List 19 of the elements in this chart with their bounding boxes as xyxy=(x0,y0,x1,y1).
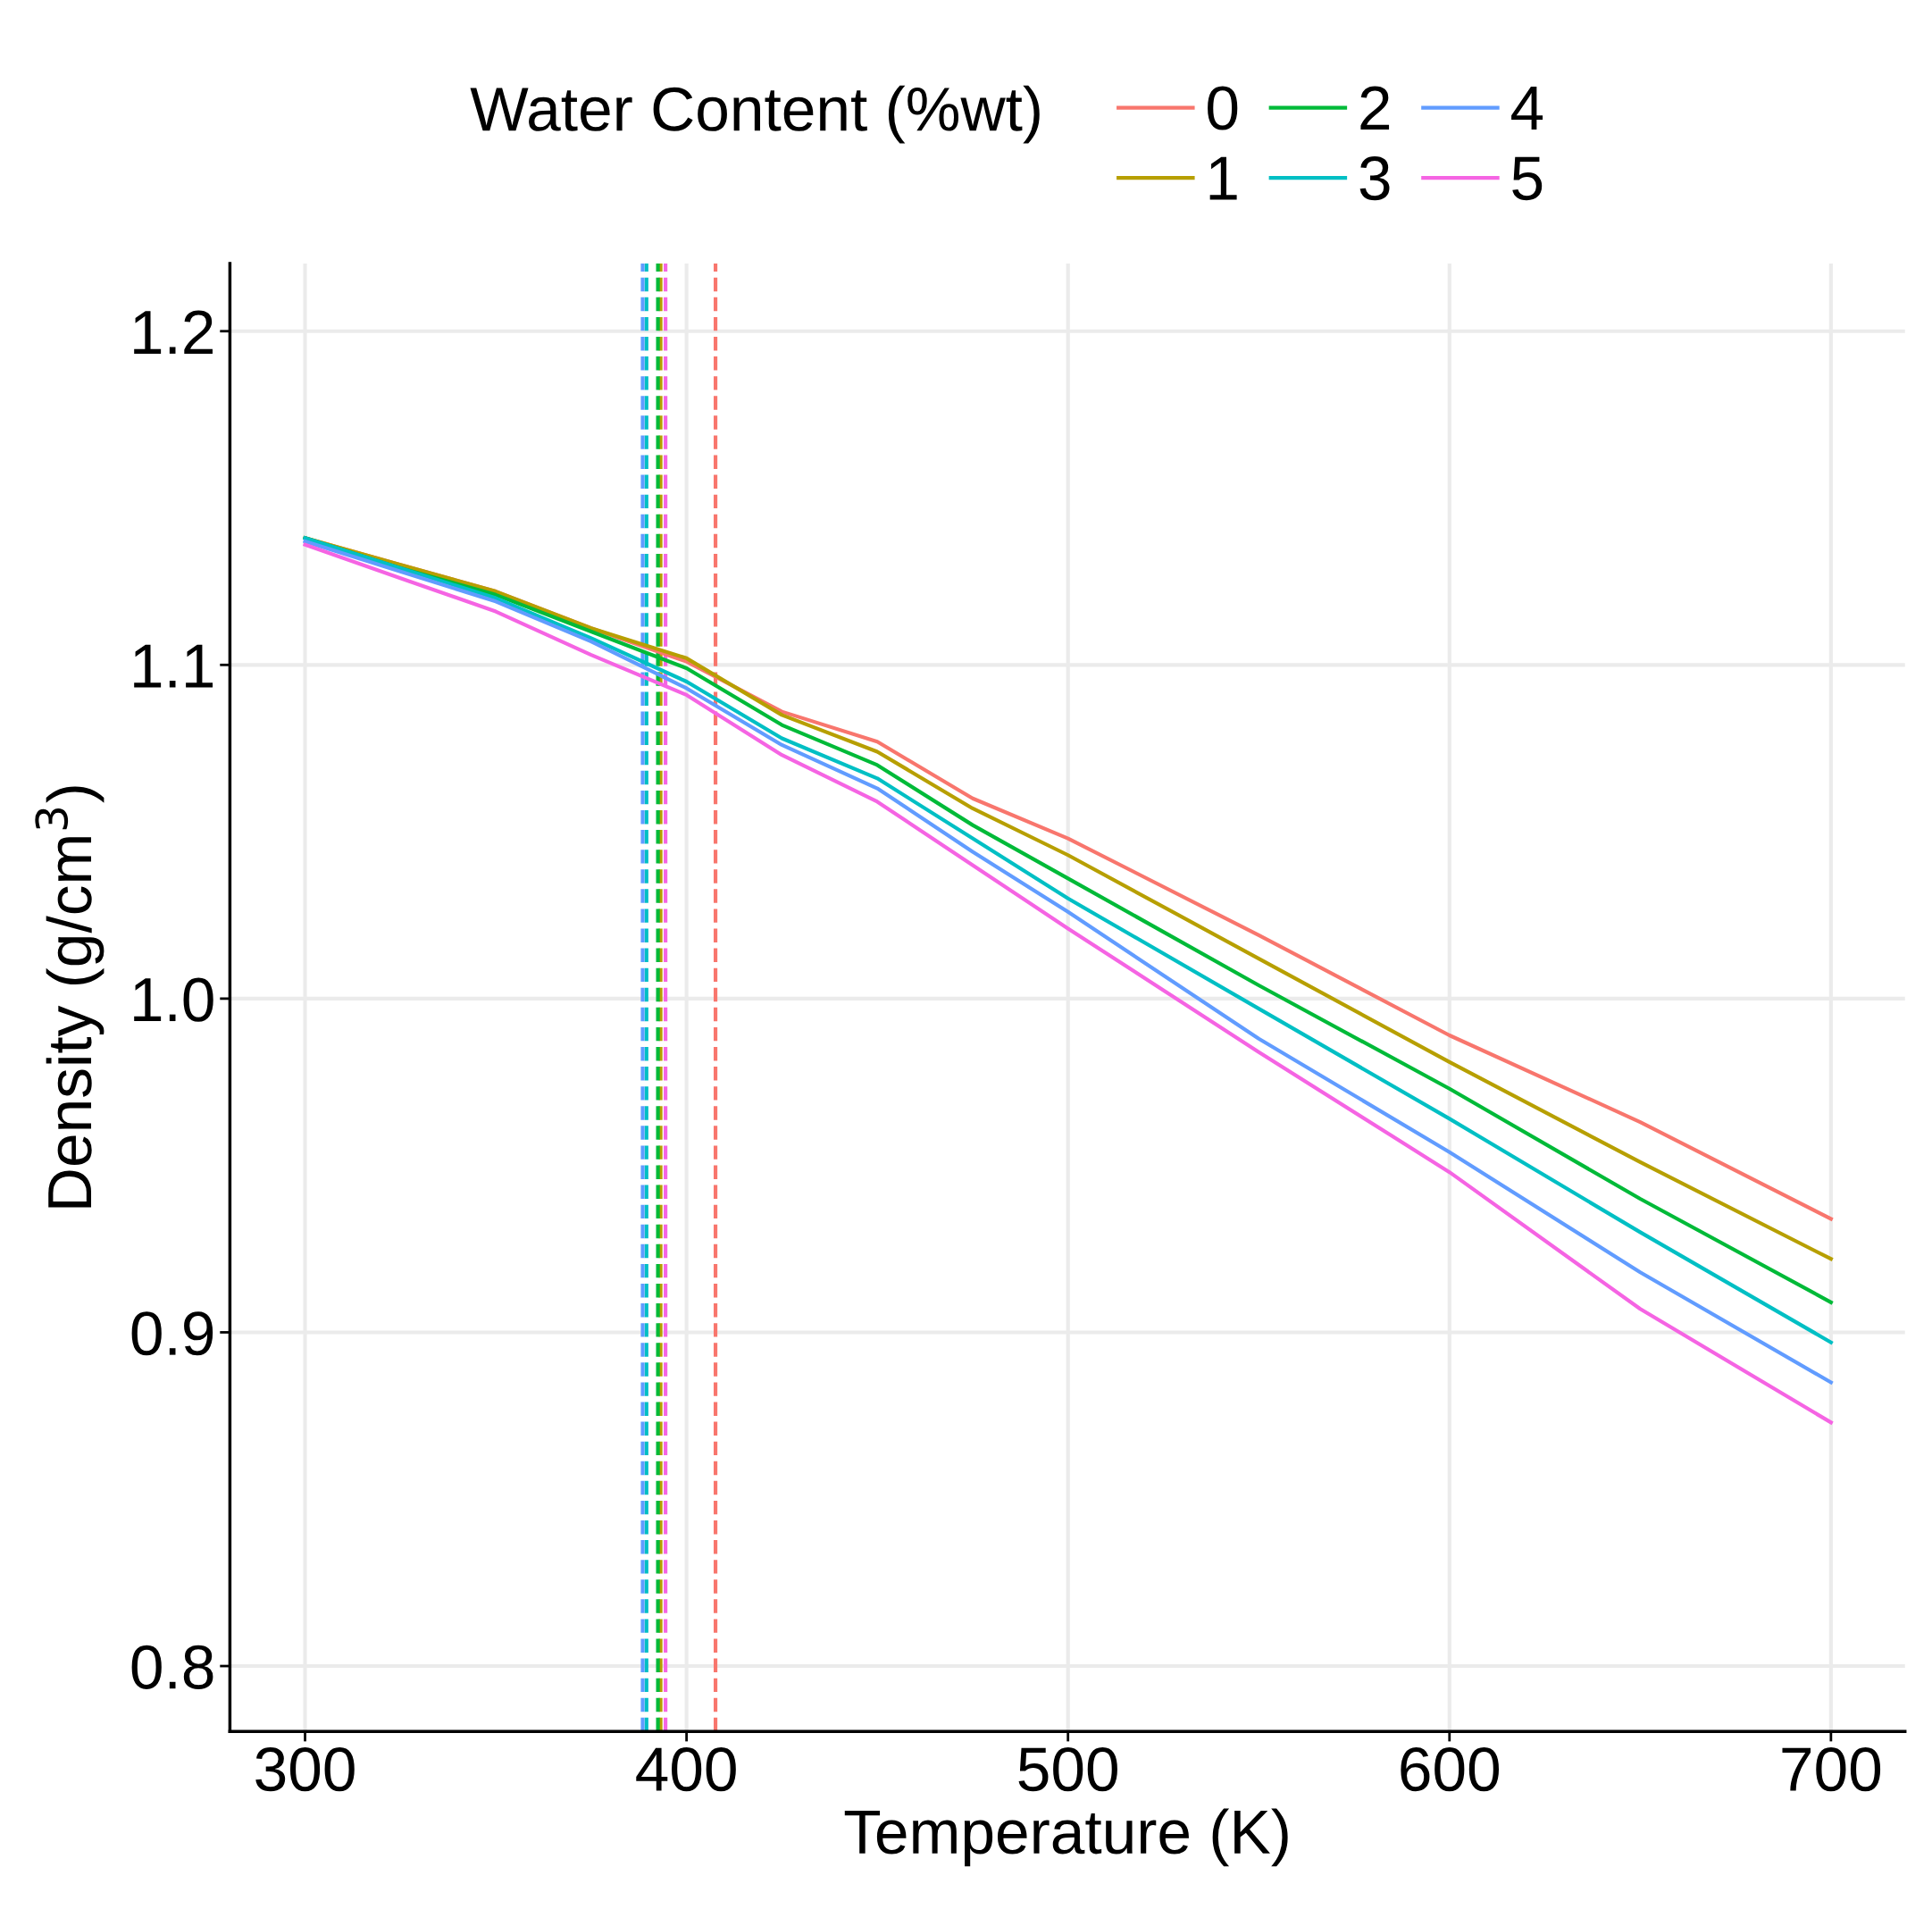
y-tick-label: 1.0 xyxy=(134,977,213,1022)
legend-label: 3 xyxy=(1359,156,1390,201)
legend-title: Water Content (%wt) xyxy=(470,85,1040,144)
y-tick-label: 0.8 xyxy=(131,1645,213,1689)
legend-label: 4 xyxy=(1511,87,1543,130)
x-tick-label: 400 xyxy=(636,1747,736,1792)
x-axis-title: Temperature (K) xyxy=(844,1808,1288,1867)
x-tick-label: 500 xyxy=(1018,1747,1117,1792)
x-tick-label: 700 xyxy=(1782,1747,1881,1792)
legend-label: 2 xyxy=(1360,86,1390,130)
x-tick-label: 600 xyxy=(1401,1747,1499,1792)
y-tick-label: 1.2 xyxy=(134,310,213,354)
y-axis-title: Density (g/cm$^{3}$) xyxy=(35,786,105,1208)
y-tick-label: 0.9 xyxy=(131,1311,213,1356)
legend-label: 1 xyxy=(1209,156,1237,200)
x-tick-label: 300 xyxy=(255,1747,355,1792)
legend-label: 0 xyxy=(1208,86,1238,130)
legend-label: 5 xyxy=(1512,156,1543,201)
y-tick-label: 1.1 xyxy=(134,644,213,688)
